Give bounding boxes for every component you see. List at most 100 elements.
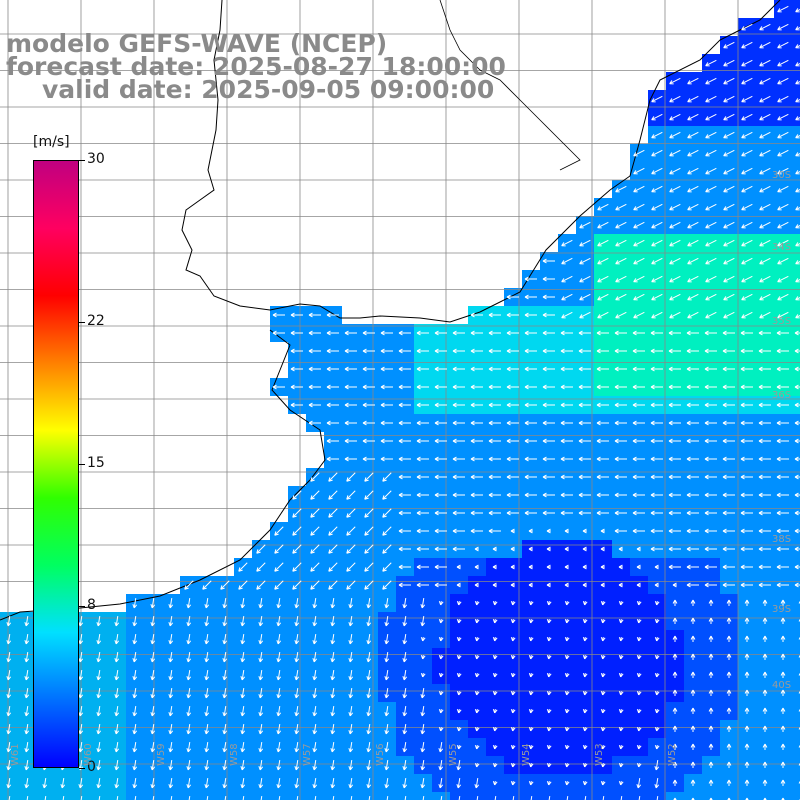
direction-arrow xyxy=(470,492,483,498)
direction-arrow xyxy=(506,366,519,372)
direction-arrow xyxy=(542,474,555,480)
direction-arrow xyxy=(723,113,735,121)
direction-arrow xyxy=(470,384,483,390)
direction-arrow xyxy=(438,636,444,642)
direction-arrow xyxy=(741,59,753,67)
direction-arrow xyxy=(312,633,318,645)
direction-arrow xyxy=(578,474,591,480)
direction-arrow xyxy=(96,723,102,735)
direction-arrow xyxy=(204,687,210,699)
field-cell xyxy=(648,792,666,800)
direction-arrow xyxy=(456,708,462,714)
direction-arrow xyxy=(672,617,678,624)
direction-arrow xyxy=(434,402,447,408)
direction-arrow xyxy=(597,311,609,319)
direction-arrow xyxy=(744,689,750,696)
longitude-label: W57 xyxy=(302,743,313,766)
direction-arrow xyxy=(402,615,408,627)
direction-arrow xyxy=(546,690,552,696)
direction-arrow xyxy=(669,131,681,139)
direction-arrow xyxy=(650,384,663,390)
direction-arrow xyxy=(705,77,717,85)
direction-arrow xyxy=(310,562,320,572)
direction-arrow xyxy=(474,546,479,552)
direction-arrow xyxy=(222,759,228,771)
direction-arrow xyxy=(614,456,627,462)
direction-arrow xyxy=(488,528,501,534)
direction-arrow xyxy=(114,633,120,645)
direction-arrow xyxy=(510,654,516,660)
direction-arrow xyxy=(402,759,408,771)
direction-arrow xyxy=(470,456,483,462)
direction-arrow xyxy=(759,185,771,193)
direction-arrow xyxy=(204,759,210,771)
direction-arrow xyxy=(758,528,771,534)
field-cell xyxy=(252,792,270,800)
colorbar-tick-label: 15 xyxy=(87,455,105,471)
direction-arrow xyxy=(434,528,447,534)
direction-arrow xyxy=(564,762,570,768)
direction-arrow xyxy=(434,420,447,426)
direction-arrow xyxy=(780,671,786,678)
direction-arrow xyxy=(650,510,663,516)
latitude-label: 40S xyxy=(772,680,792,691)
direction-arrow xyxy=(398,564,411,570)
direction-arrow xyxy=(524,348,537,354)
direction-arrow xyxy=(438,759,444,771)
direction-arrow xyxy=(168,705,174,717)
direction-arrow xyxy=(542,258,555,264)
direction-arrow xyxy=(294,759,300,771)
direction-arrow xyxy=(596,402,609,408)
field-cell xyxy=(792,144,800,162)
direction-arrow xyxy=(398,384,411,390)
direction-arrow xyxy=(582,744,588,750)
direction-arrow xyxy=(723,239,735,247)
direction-arrow xyxy=(762,707,768,714)
direction-arrow xyxy=(506,438,519,444)
latitude-label: 30S xyxy=(772,170,792,181)
direction-arrow xyxy=(420,687,426,699)
direction-arrow xyxy=(348,759,354,771)
direction-arrow xyxy=(614,510,627,516)
field-cell xyxy=(792,648,800,666)
direction-arrow xyxy=(758,492,771,498)
direction-arrow xyxy=(294,687,300,699)
field-cell xyxy=(36,792,54,800)
direction-arrow xyxy=(564,600,570,606)
direction-arrow xyxy=(794,456,800,462)
direction-arrow xyxy=(510,564,515,570)
colorbar-tick-label: 30 xyxy=(87,151,105,167)
direction-arrow xyxy=(758,546,771,552)
direction-arrow xyxy=(741,167,753,175)
field-cell xyxy=(396,792,414,800)
direction-arrow xyxy=(668,384,681,390)
direction-arrow xyxy=(546,546,551,552)
direction-arrow xyxy=(744,671,750,678)
direction-arrow xyxy=(690,725,696,732)
direction-arrow xyxy=(132,597,138,609)
direction-arrow xyxy=(723,167,735,175)
direction-arrow xyxy=(6,633,12,645)
direction-arrow xyxy=(758,474,771,480)
direction-arrow xyxy=(6,759,12,771)
direction-arrow xyxy=(669,167,681,175)
direction-arrow xyxy=(420,597,426,609)
direction-arrow xyxy=(524,474,537,480)
direction-arrow xyxy=(686,582,699,588)
direction-arrow xyxy=(600,600,606,606)
direction-arrow xyxy=(780,761,786,768)
direction-arrow xyxy=(24,741,30,753)
direction-arrow xyxy=(650,438,663,444)
direction-arrow xyxy=(798,672,800,676)
direction-arrow xyxy=(506,492,519,498)
direction-arrow xyxy=(470,312,483,318)
direction-arrow xyxy=(672,743,678,750)
direction-arrow xyxy=(204,723,210,735)
direction-arrow xyxy=(758,366,771,372)
direction-arrow xyxy=(687,149,699,157)
direction-arrow xyxy=(438,726,444,732)
direction-arrow xyxy=(380,366,393,372)
field-cell xyxy=(684,792,702,800)
direction-arrow xyxy=(310,472,320,482)
